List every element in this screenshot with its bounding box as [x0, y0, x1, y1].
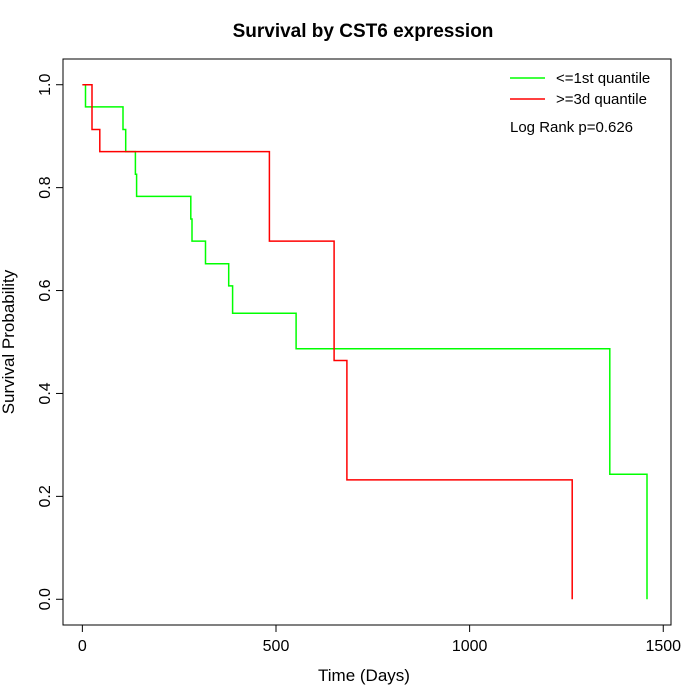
- x-axis-title: Time (Days): [318, 666, 410, 685]
- y-tick-label: 0.0: [37, 588, 54, 610]
- y-tick-label: 0.6: [37, 279, 54, 301]
- survival-curves: [82, 83, 648, 600]
- x-tick-label: 1500: [645, 638, 681, 655]
- chart-title: Survival by CST6 expression: [233, 21, 494, 42]
- y-tick-label: 0.4: [37, 382, 54, 404]
- log-rank-annotation: Log Rank p=0.626: [510, 119, 633, 136]
- legend: <=1st quantile >=3d quantile: [510, 70, 650, 108]
- x-tick-label: 0: [78, 638, 87, 655]
- x-tick-label: 500: [263, 638, 290, 655]
- y-axis-title: Survival Probability: [0, 269, 18, 414]
- x-axis: 0 500 1000 1500: [78, 624, 681, 655]
- legend-label: <=1st quantile: [556, 70, 650, 87]
- x-tick-label: 1000: [452, 638, 488, 655]
- plot-frame: [62, 58, 672, 626]
- y-tick-label: 0.2: [37, 485, 54, 507]
- y-tick-label: 1.0: [37, 74, 54, 96]
- y-tick-label: 0.8: [37, 176, 54, 198]
- series-line-0: [82, 83, 648, 600]
- series-line-1: [82, 83, 573, 600]
- legend-label: >=3d quantile: [556, 91, 647, 108]
- y-axis: 0.0 0.2 0.4 0.6 0.8 1.0: [37, 74, 64, 610]
